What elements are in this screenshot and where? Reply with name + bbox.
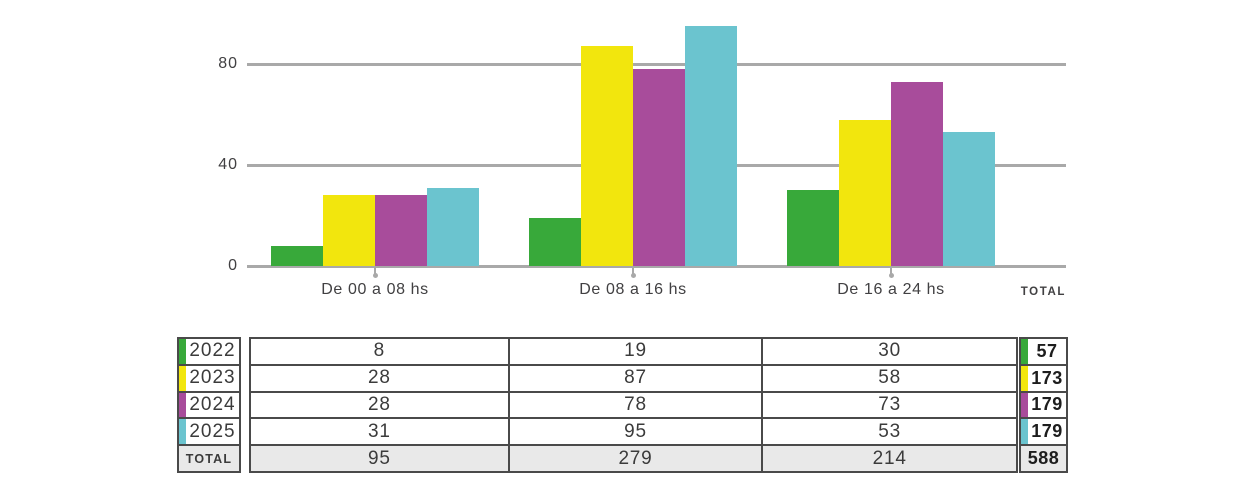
value-cell: 87: [507, 365, 762, 391]
gridline-0: [247, 264, 1066, 268]
data-grid: 8 19 30 28 87 58 28 78 73 31 95 53 95 279 214: [249, 337, 1018, 473]
totals-column: 57 173 179 179 588: [1019, 337, 1068, 473]
y-axis-tick-label: 40: [218, 156, 238, 173]
table-row: 179: [1021, 417, 1066, 445]
bar-chart: TOTAL 0 40 80 De 00 a 08 hs De 08 a 16 hs De …: [218, 26, 1066, 298]
bar-2025-2: [943, 132, 995, 266]
value-cell: 78: [507, 392, 762, 418]
table-row-total: 588: [1021, 444, 1066, 471]
year-cell: 2022: [189, 340, 236, 362]
total-row-label: TOTAL: [185, 451, 233, 466]
x-axis-tick-dot: [888, 273, 894, 278]
series-color-swatch: [179, 392, 186, 418]
x-axis-tick-dot: [630, 273, 636, 278]
bar-2025-0: [427, 188, 479, 266]
bar-2023-1: [581, 46, 633, 266]
table-row: 31 95 53: [251, 417, 1016, 445]
table-row: 173: [1021, 363, 1066, 391]
bar-2023-0: [323, 195, 375, 266]
value-cell: 73: [761, 392, 1016, 418]
value-cell: 28: [367, 367, 391, 389]
table-row-total: 95 279 214: [251, 444, 1016, 471]
value-cell: 19: [507, 339, 762, 364]
table-row: 57: [1021, 339, 1066, 364]
series-color-swatch: [179, 419, 186, 445]
x-axis-tick: [374, 268, 376, 275]
table-row: 2024: [179, 390, 239, 418]
series-total-cell: 57: [1036, 340, 1058, 361]
year-cell: 2023: [189, 367, 236, 389]
bar-2022-0: [271, 246, 323, 266]
column-total-cell: 95: [367, 447, 391, 469]
bar-2023-2: [839, 120, 891, 266]
column-total-cell: 279: [507, 446, 762, 471]
value-cell: 95: [507, 419, 762, 445]
table-row: 28 87 58: [251, 363, 1016, 391]
bar-2022-2: [787, 190, 839, 266]
table-row: 2023: [179, 363, 239, 391]
series-color-swatch: [179, 365, 186, 391]
table-row: 2022: [179, 339, 239, 364]
table-row-total: TOTAL: [179, 444, 239, 471]
grand-total-cell: 588: [1027, 448, 1060, 469]
series-color-swatch: [1021, 392, 1028, 418]
x-axis-tick: [890, 268, 892, 275]
bar-2022-1: [529, 218, 581, 266]
series-total-cell: 179: [1031, 394, 1063, 415]
table-row: 179: [1021, 390, 1066, 418]
year-cell: 2024: [189, 393, 236, 415]
column-total-cell: 214: [761, 446, 1016, 471]
x-axis-category-label: De 00 a 08 hs: [321, 281, 429, 298]
gridline-80: [247, 62, 1066, 66]
x-axis-tick: [632, 268, 634, 275]
bar-2024-0: [375, 195, 427, 266]
legend-year-column: 2022 2023 2024 2025 TOTAL: [177, 337, 241, 473]
series-color-swatch: [1021, 419, 1028, 445]
value-cell: 8: [373, 340, 386, 362]
series-color-swatch: [179, 339, 186, 364]
table-row: 2025: [179, 417, 239, 445]
y-axis-tick-label: 0: [228, 257, 238, 274]
bar-2024-1: [633, 69, 685, 266]
table-row: 28 78 73: [251, 390, 1016, 418]
bar-2024-2: [891, 82, 943, 266]
year-cell: 2025: [189, 420, 236, 442]
x-axis-total-label: TOTAL: [1020, 286, 1066, 298]
value-cell: 30: [761, 339, 1016, 364]
value-cell: 28: [367, 393, 391, 415]
value-cell: 58: [761, 365, 1016, 391]
y-axis-tick-label: 80: [218, 55, 238, 72]
value-cell: 31: [367, 420, 391, 442]
series-color-swatch: [1021, 339, 1028, 364]
series-color-swatch: [1021, 365, 1028, 391]
bar-2025-1: [685, 26, 737, 266]
value-cell: 53: [761, 419, 1016, 445]
series-total-cell: 179: [1031, 421, 1063, 442]
table-row: 8 19 30: [251, 339, 1016, 364]
series-total-cell: 173: [1031, 367, 1063, 388]
x-axis-category-label: De 16 a 24 hs: [837, 281, 945, 298]
x-axis-category-label: De 08 a 16 hs: [579, 281, 687, 298]
x-axis-tick-dot: [372, 273, 378, 278]
